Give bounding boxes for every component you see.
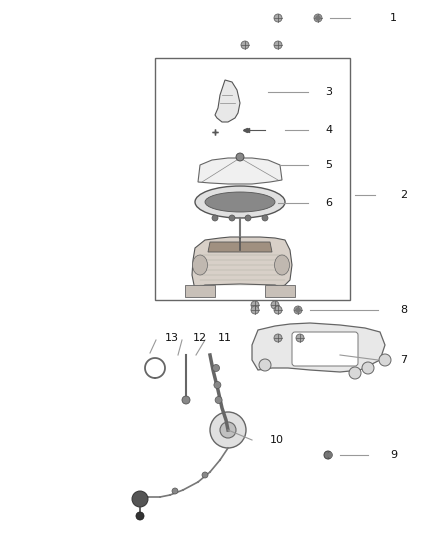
Bar <box>155 58 350 300</box>
Circle shape <box>296 334 304 342</box>
Circle shape <box>251 306 259 314</box>
Circle shape <box>349 367 361 379</box>
Circle shape <box>245 215 251 221</box>
Circle shape <box>271 301 279 309</box>
Polygon shape <box>215 80 240 122</box>
Ellipse shape <box>192 255 208 275</box>
Text: 5: 5 <box>325 160 332 170</box>
Circle shape <box>315 15 321 20</box>
Circle shape <box>236 153 244 161</box>
Circle shape <box>274 41 282 49</box>
Text: 11: 11 <box>218 333 232 343</box>
Ellipse shape <box>195 186 285 218</box>
Circle shape <box>132 491 148 507</box>
Bar <box>265 285 295 297</box>
Circle shape <box>362 362 374 374</box>
Text: 3: 3 <box>325 87 332 97</box>
Polygon shape <box>208 242 272 252</box>
Ellipse shape <box>205 192 275 212</box>
Circle shape <box>172 488 178 494</box>
Text: 9: 9 <box>390 450 397 460</box>
Text: 8: 8 <box>400 305 407 315</box>
Circle shape <box>214 382 221 389</box>
Text: 1: 1 <box>390 13 397 23</box>
Text: 4: 4 <box>325 125 332 135</box>
Circle shape <box>296 308 300 312</box>
Polygon shape <box>192 237 292 290</box>
Text: 6: 6 <box>325 198 332 208</box>
Text: 2: 2 <box>400 190 407 200</box>
Text: 10: 10 <box>270 435 284 445</box>
Bar <box>185 285 215 297</box>
Circle shape <box>212 365 219 372</box>
Circle shape <box>202 472 208 478</box>
Circle shape <box>229 215 235 221</box>
Circle shape <box>262 215 268 221</box>
Circle shape <box>220 422 236 438</box>
Circle shape <box>294 306 302 314</box>
Circle shape <box>182 396 190 404</box>
Circle shape <box>314 14 322 22</box>
Circle shape <box>274 334 282 342</box>
Circle shape <box>215 397 222 403</box>
Text: 12: 12 <box>193 333 207 343</box>
Text: 7: 7 <box>400 355 407 365</box>
Circle shape <box>328 453 332 457</box>
Circle shape <box>212 215 218 221</box>
Circle shape <box>241 41 249 49</box>
Ellipse shape <box>275 255 290 275</box>
Circle shape <box>379 354 391 366</box>
Polygon shape <box>198 158 282 184</box>
Circle shape <box>136 512 144 520</box>
Circle shape <box>274 306 282 314</box>
Polygon shape <box>252 323 385 372</box>
Circle shape <box>210 412 246 448</box>
Circle shape <box>251 301 259 309</box>
Circle shape <box>324 451 332 459</box>
FancyBboxPatch shape <box>292 332 358 366</box>
Circle shape <box>259 359 271 371</box>
Circle shape <box>274 14 282 22</box>
Text: 13: 13 <box>165 333 179 343</box>
